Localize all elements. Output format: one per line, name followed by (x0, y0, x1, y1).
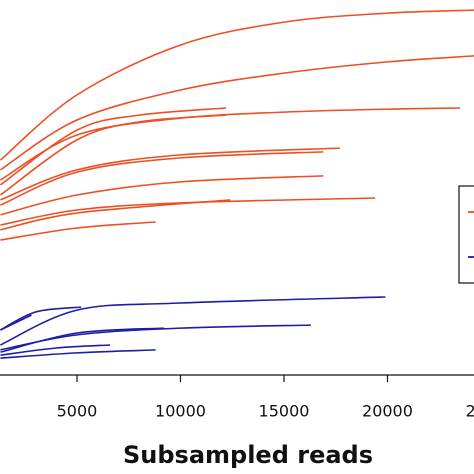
legend-box (458, 185, 474, 284)
x-tick-label: 5000 (57, 402, 98, 421)
curve (0, 306, 82, 331)
curve (0, 9, 474, 161)
x-tick-label: 10000 (155, 402, 206, 421)
x-tick-label: 25000 (466, 402, 474, 421)
curve (0, 107, 460, 181)
curve (0, 107, 227, 186)
curve (0, 197, 376, 226)
curve (0, 55, 474, 171)
curve (0, 221, 156, 241)
x-tick-label: 15000 (259, 402, 310, 421)
curve (0, 114, 227, 196)
curve (0, 344, 111, 356)
x-axis-title: Subsampled reads (123, 441, 373, 469)
curve (0, 147, 340, 201)
curve (0, 349, 156, 359)
curve (0, 151, 324, 206)
curve (0, 327, 164, 353)
x-tick-label: 20000 (362, 402, 413, 421)
curve (0, 175, 324, 216)
curve (0, 314, 32, 331)
curve (0, 199, 231, 231)
curve (0, 296, 386, 346)
